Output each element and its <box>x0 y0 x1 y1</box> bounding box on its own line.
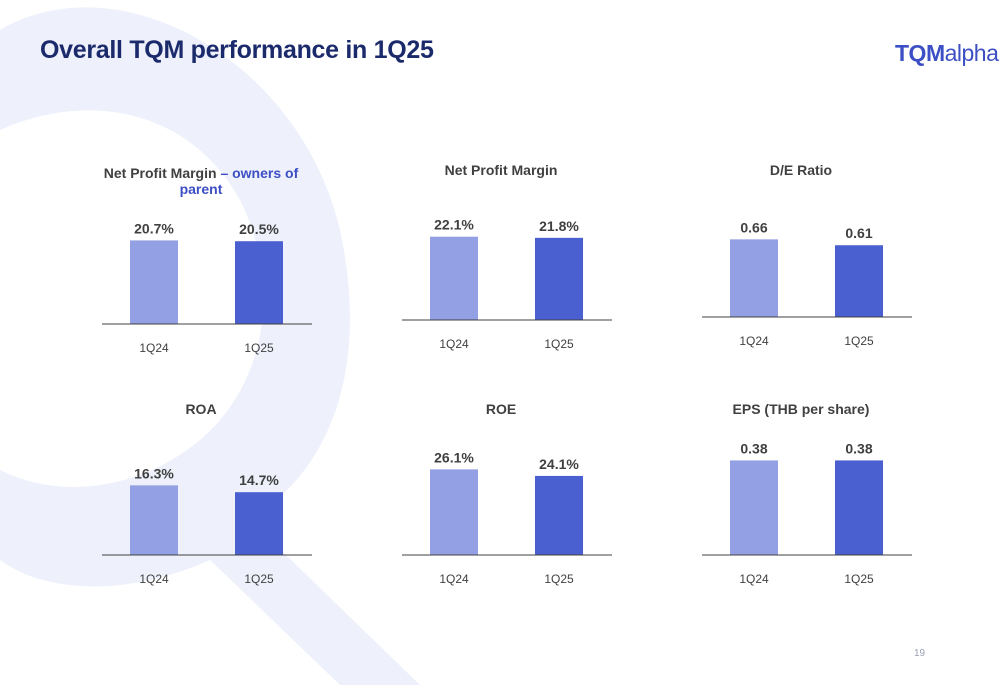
page-number: 19 <box>914 648 926 659</box>
data-label: 14.7% <box>239 472 279 488</box>
chart-title: ROA <box>81 401 321 417</box>
data-label: 20.7% <box>134 220 174 236</box>
bar-chart: 0.66 1Q24 0.61 1Q25 <box>702 219 912 348</box>
chart-panel-npm: Net Profit Margin 22.1% 1Q24 21.8% 1Q25 <box>381 162 621 372</box>
bar-chart: 0.38 1Q24 0.38 1Q25 <box>702 440 912 586</box>
bar-1q25 <box>535 237 583 320</box>
chart-title-main: Net Profit Margin <box>103 165 217 181</box>
data-label: 16.3% <box>134 465 174 481</box>
chart-title: D/E Ratio <box>681 162 921 178</box>
x-tick-label: 1Q25 <box>844 334 874 348</box>
x-tick-label: 1Q24 <box>739 334 769 348</box>
chart-title: Net Profit Margin – owners of parent <box>81 165 321 197</box>
tqm-alpha-logo: TQMalpha <box>895 40 999 67</box>
chart-panel-eps: EPS (THB per share) 0.38 1Q24 0.38 1Q25 <box>681 401 921 611</box>
chart-panel-roe: ROE 26.1% 1Q24 24.1% 1Q25 <box>381 401 621 611</box>
chart-title-main: EPS (THB per share) <box>732 401 870 417</box>
logo-bold-text: TQM <box>895 40 945 66</box>
chart-title: ROE <box>381 401 621 417</box>
bar-1q24 <box>730 239 778 317</box>
logo-light-text: alpha <box>944 40 999 66</box>
x-tick-label: 1Q24 <box>439 337 469 351</box>
data-label: 26.1% <box>434 449 474 465</box>
chart-title-main: D/E Ratio <box>769 162 833 178</box>
x-tick-label: 1Q24 <box>139 341 169 355</box>
chart-panel-roa: ROA 16.3% 1Q24 14.7% 1Q25 <box>81 401 321 611</box>
chart-title-main: ROE <box>485 401 517 417</box>
chart-title-main: ROA <box>185 401 217 417</box>
bar-1q25 <box>235 492 283 555</box>
data-label: 20.5% <box>239 221 279 237</box>
bar-chart: 22.1% 1Q24 21.8% 1Q25 <box>402 217 612 351</box>
slide-title: Overall TQM performance in 1Q25 <box>40 36 434 64</box>
bar-1q25 <box>235 241 283 324</box>
data-label: 24.1% <box>539 456 579 472</box>
chart-title: EPS (THB per share) <box>681 401 921 417</box>
bar-1q25 <box>535 475 583 555</box>
data-label: 0.66 <box>740 219 767 235</box>
data-label: 0.38 <box>740 440 767 456</box>
x-tick-label: 1Q24 <box>739 572 769 586</box>
x-tick-label: 1Q25 <box>244 341 274 355</box>
x-tick-label: 1Q25 <box>844 572 874 586</box>
data-label: 22.1% <box>434 217 474 233</box>
bar-chart: 16.3% 1Q24 14.7% 1Q25 <box>102 465 312 586</box>
bar-1q24 <box>130 485 178 555</box>
bar-chart: 20.7% 1Q24 20.5% 1Q25 <box>102 220 312 355</box>
data-label: 0.38 <box>845 440 872 456</box>
x-tick-label: 1Q25 <box>544 572 574 586</box>
bar-1q24 <box>430 469 478 555</box>
chart-title-accent: – owners of parent <box>179 165 299 197</box>
bar-chart: 26.1% 1Q24 24.1% 1Q25 <box>402 449 612 586</box>
data-label: 21.8% <box>539 218 579 234</box>
bar-1q24 <box>730 460 778 555</box>
x-tick-label: 1Q25 <box>244 572 274 586</box>
bar-1q24 <box>430 236 478 320</box>
bar-1q24 <box>130 240 178 324</box>
data-label: 0.61 <box>845 225 872 241</box>
x-tick-label: 1Q25 <box>544 337 574 351</box>
chart-panel-npm-owners: Net Profit Margin – owners of parent 20.… <box>81 165 321 375</box>
chart-title-main: Net Profit Margin <box>444 162 558 178</box>
bar-1q25 <box>835 245 883 317</box>
x-tick-label: 1Q24 <box>139 572 169 586</box>
chart-panel-de-ratio: D/E Ratio 0.66 1Q24 0.61 1Q25 <box>681 162 921 372</box>
chart-title: Net Profit Margin <box>381 162 621 178</box>
bar-1q25 <box>835 460 883 555</box>
x-tick-label: 1Q24 <box>439 572 469 586</box>
